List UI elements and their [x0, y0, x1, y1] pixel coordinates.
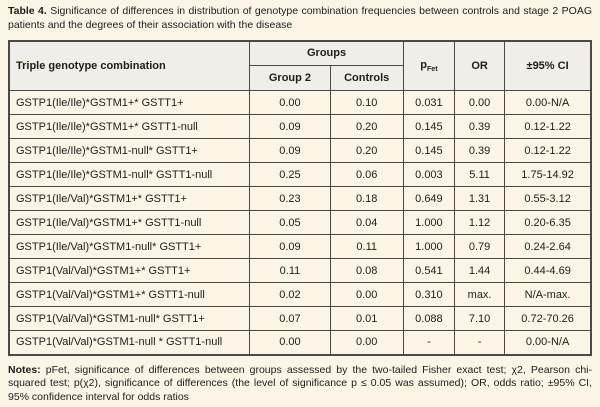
- cell-group2: 0.00: [249, 90, 331, 116]
- header-genotype-combination: Triple genotype combination: [8, 40, 251, 92]
- cell-p_fet: 0.310: [402, 282, 456, 308]
- cell-group2: 0.25: [249, 162, 331, 188]
- cell-controls: 0.00: [329, 282, 404, 308]
- table-row: GSTP1(Ile/Ile)*GSTM1-null* GSTT1+ 0.09 0.2…: [8, 138, 592, 164]
- cell-p_fet: 0.003: [402, 162, 456, 188]
- table-row: GSTP1(Val/Val)*GSTM1-null* GSTT1+ 0.07 0.0…: [8, 306, 592, 332]
- p-subscript: Fet: [427, 66, 438, 74]
- table-row: GSTP1(Ile/Val)*GSTM1-null* GSTT1+ 0.09 0.1…: [8, 234, 592, 260]
- cell-ci: 0.44-4.69: [504, 258, 592, 284]
- table-header: Triple genotype combination Groups pFet …: [8, 40, 592, 92]
- table-row: GSTP1(Val/Val)*GSTM1-null * GSTT1-null 0.…: [8, 330, 592, 356]
- cell-controls: 0.04: [329, 210, 404, 236]
- cell-controls: 0.08: [329, 258, 404, 284]
- cell-ci: 0.24-2.64: [504, 234, 592, 260]
- cell-genotype: GSTP1(Val/Val)*GSTM1+* GSTT1-null: [8, 282, 251, 308]
- cell-controls: 0.01: [329, 306, 404, 332]
- cell-p_fet: 1.000: [402, 210, 456, 236]
- cell-genotype: GSTP1(Val/Val)*GSTM1-null * GSTT1-null: [8, 330, 251, 356]
- cell-ci: 0.12-1.22: [504, 138, 592, 164]
- cell-p_fet: 1.000: [402, 234, 456, 260]
- table-row: GSTP1(Val/Val)*GSTM1+* GSTT1+ 0.11 0.08 0.5…: [8, 258, 592, 284]
- cell-genotype: GSTP1(Val/Val)*GSTM1+* GSTT1+: [8, 258, 251, 284]
- cell-ci: 1.75-14.92: [504, 162, 592, 188]
- cell-controls: 0.10: [329, 90, 404, 116]
- genotype-frequency-table: Triple genotype combination Groups pFet …: [8, 39, 592, 356]
- cell-ci: 0.12-1.22: [504, 114, 592, 140]
- cell-or: 1.31: [453, 186, 506, 212]
- cell-or: 5.11: [453, 162, 506, 188]
- p-label: p: [420, 58, 428, 71]
- header-ci: ±95% CI: [504, 40, 592, 92]
- cell-ci: 0.00-N/A: [504, 90, 592, 116]
- cell-genotype: GSTP1(Ile/Val)*GSTM1-null* GSTT1+: [8, 234, 251, 260]
- cell-controls: 0.20: [329, 114, 404, 140]
- cell-p_fet: 0.031: [402, 90, 456, 116]
- notes-label: Notes:: [8, 363, 41, 376]
- cell-group2: 0.09: [249, 114, 331, 140]
- header-or: OR: [453, 40, 506, 92]
- header-groups: Groups: [249, 40, 404, 67]
- cell-group2: 0.07: [249, 306, 331, 332]
- notes-text: pFet, significance of differences betwee…: [8, 363, 592, 403]
- table-caption: Table 4. Significance of differences in …: [8, 5, 592, 33]
- cell-p_fet: 0.145: [402, 138, 456, 164]
- cell-p_fet: -: [402, 330, 456, 356]
- cell-group2: 0.09: [249, 138, 331, 164]
- cell-or: 1.12: [453, 210, 506, 236]
- cell-controls: 0.06: [329, 162, 404, 188]
- cell-ci: 0.20-6.35: [504, 210, 592, 236]
- cell-genotype: GSTP1(Ile/Ile)*GSTM1-null* GSTT1+: [8, 138, 251, 164]
- table-body: GSTP1(Ile/Ile)*GSTM1+* GSTT1+ 0.00 0.10 0.0…: [8, 90, 592, 356]
- cell-or: 7.10: [453, 306, 506, 332]
- cell-p_fet: 0.088: [402, 306, 456, 332]
- cell-genotype: GSTP1(Ile/Val)*GSTM1+* GSTT1-null: [8, 210, 251, 236]
- cell-or: 0.39: [453, 114, 506, 140]
- cell-or: 0.00: [453, 90, 506, 116]
- cell-p_fet: 0.649: [402, 186, 456, 212]
- cell-or: 0.79: [453, 234, 506, 260]
- table-row: GSTP1(Ile/Ile)*GSTM1-null* GSTT1-null 0.2…: [8, 162, 592, 188]
- cell-group2: 0.11: [249, 258, 331, 284]
- cell-controls: 0.00: [329, 330, 404, 356]
- cell-or: 0.39: [453, 138, 506, 164]
- table-caption-label: Table 4.: [8, 5, 47, 17]
- cell-controls: 0.18: [329, 186, 404, 212]
- cell-group2: 0.00: [249, 330, 331, 356]
- cell-genotype: GSTP1(Ile/Val)*GSTM1+* GSTT1+: [8, 186, 251, 212]
- cell-or: 1.44: [453, 258, 506, 284]
- header-group2: Group 2: [249, 65, 331, 92]
- cell-ci: 0.72-70.26: [504, 306, 592, 332]
- table-caption-text: Significance of differences in distribut…: [8, 5, 592, 31]
- cell-genotype: GSTP1(Ile/Ile)*GSTM1+* GSTT1-null: [8, 114, 251, 140]
- table-row: GSTP1(Ile/Ile)*GSTM1+* GSTT1-null 0.09 0.2…: [8, 114, 592, 140]
- cell-p_fet: 0.541: [402, 258, 456, 284]
- table-notes: Notes: pFet, significance of differences…: [8, 364, 592, 405]
- cell-group2: 0.23: [249, 186, 331, 212]
- cell-or: -: [453, 330, 506, 356]
- cell-genotype: GSTP1(Val/Val)*GSTM1-null* GSTT1+: [8, 306, 251, 332]
- header-controls: Controls: [329, 65, 404, 92]
- cell-ci: N/A-max.: [504, 282, 592, 308]
- cell-ci: 0.55-3.12: [504, 186, 592, 212]
- cell-controls: 0.11: [329, 234, 404, 260]
- table-row: GSTP1(Val/Val)*GSTM1+* GSTT1-null 0.02 0.0…: [8, 282, 592, 308]
- cell-genotype: GSTP1(Ile/Ile)*GSTM1+* GSTT1+: [8, 90, 251, 116]
- cell-controls: 0.20: [329, 138, 404, 164]
- table-row: GSTP1(Ile/Val)*GSTM1+* GSTT1-null 0.05 0.0…: [8, 210, 592, 236]
- cell-group2: 0.09: [249, 234, 331, 260]
- table-row: GSTP1(Ile/Ile)*GSTM1+* GSTT1+ 0.00 0.10 0.0…: [8, 90, 592, 116]
- header-p-fet: pFet: [402, 40, 456, 92]
- cell-ci: 0.00-N/A: [504, 330, 592, 356]
- table-row: GSTP1(Ile/Val)*GSTM1+* GSTT1+ 0.23 0.18 0.6…: [8, 186, 592, 212]
- cell-group2: 0.02: [249, 282, 331, 308]
- cell-p_fet: 0.145: [402, 114, 456, 140]
- cell-group2: 0.05: [249, 210, 331, 236]
- cell-or: max.: [453, 282, 506, 308]
- cell-genotype: GSTP1(Ile/Ile)*GSTM1-null* GSTT1-null: [8, 162, 251, 188]
